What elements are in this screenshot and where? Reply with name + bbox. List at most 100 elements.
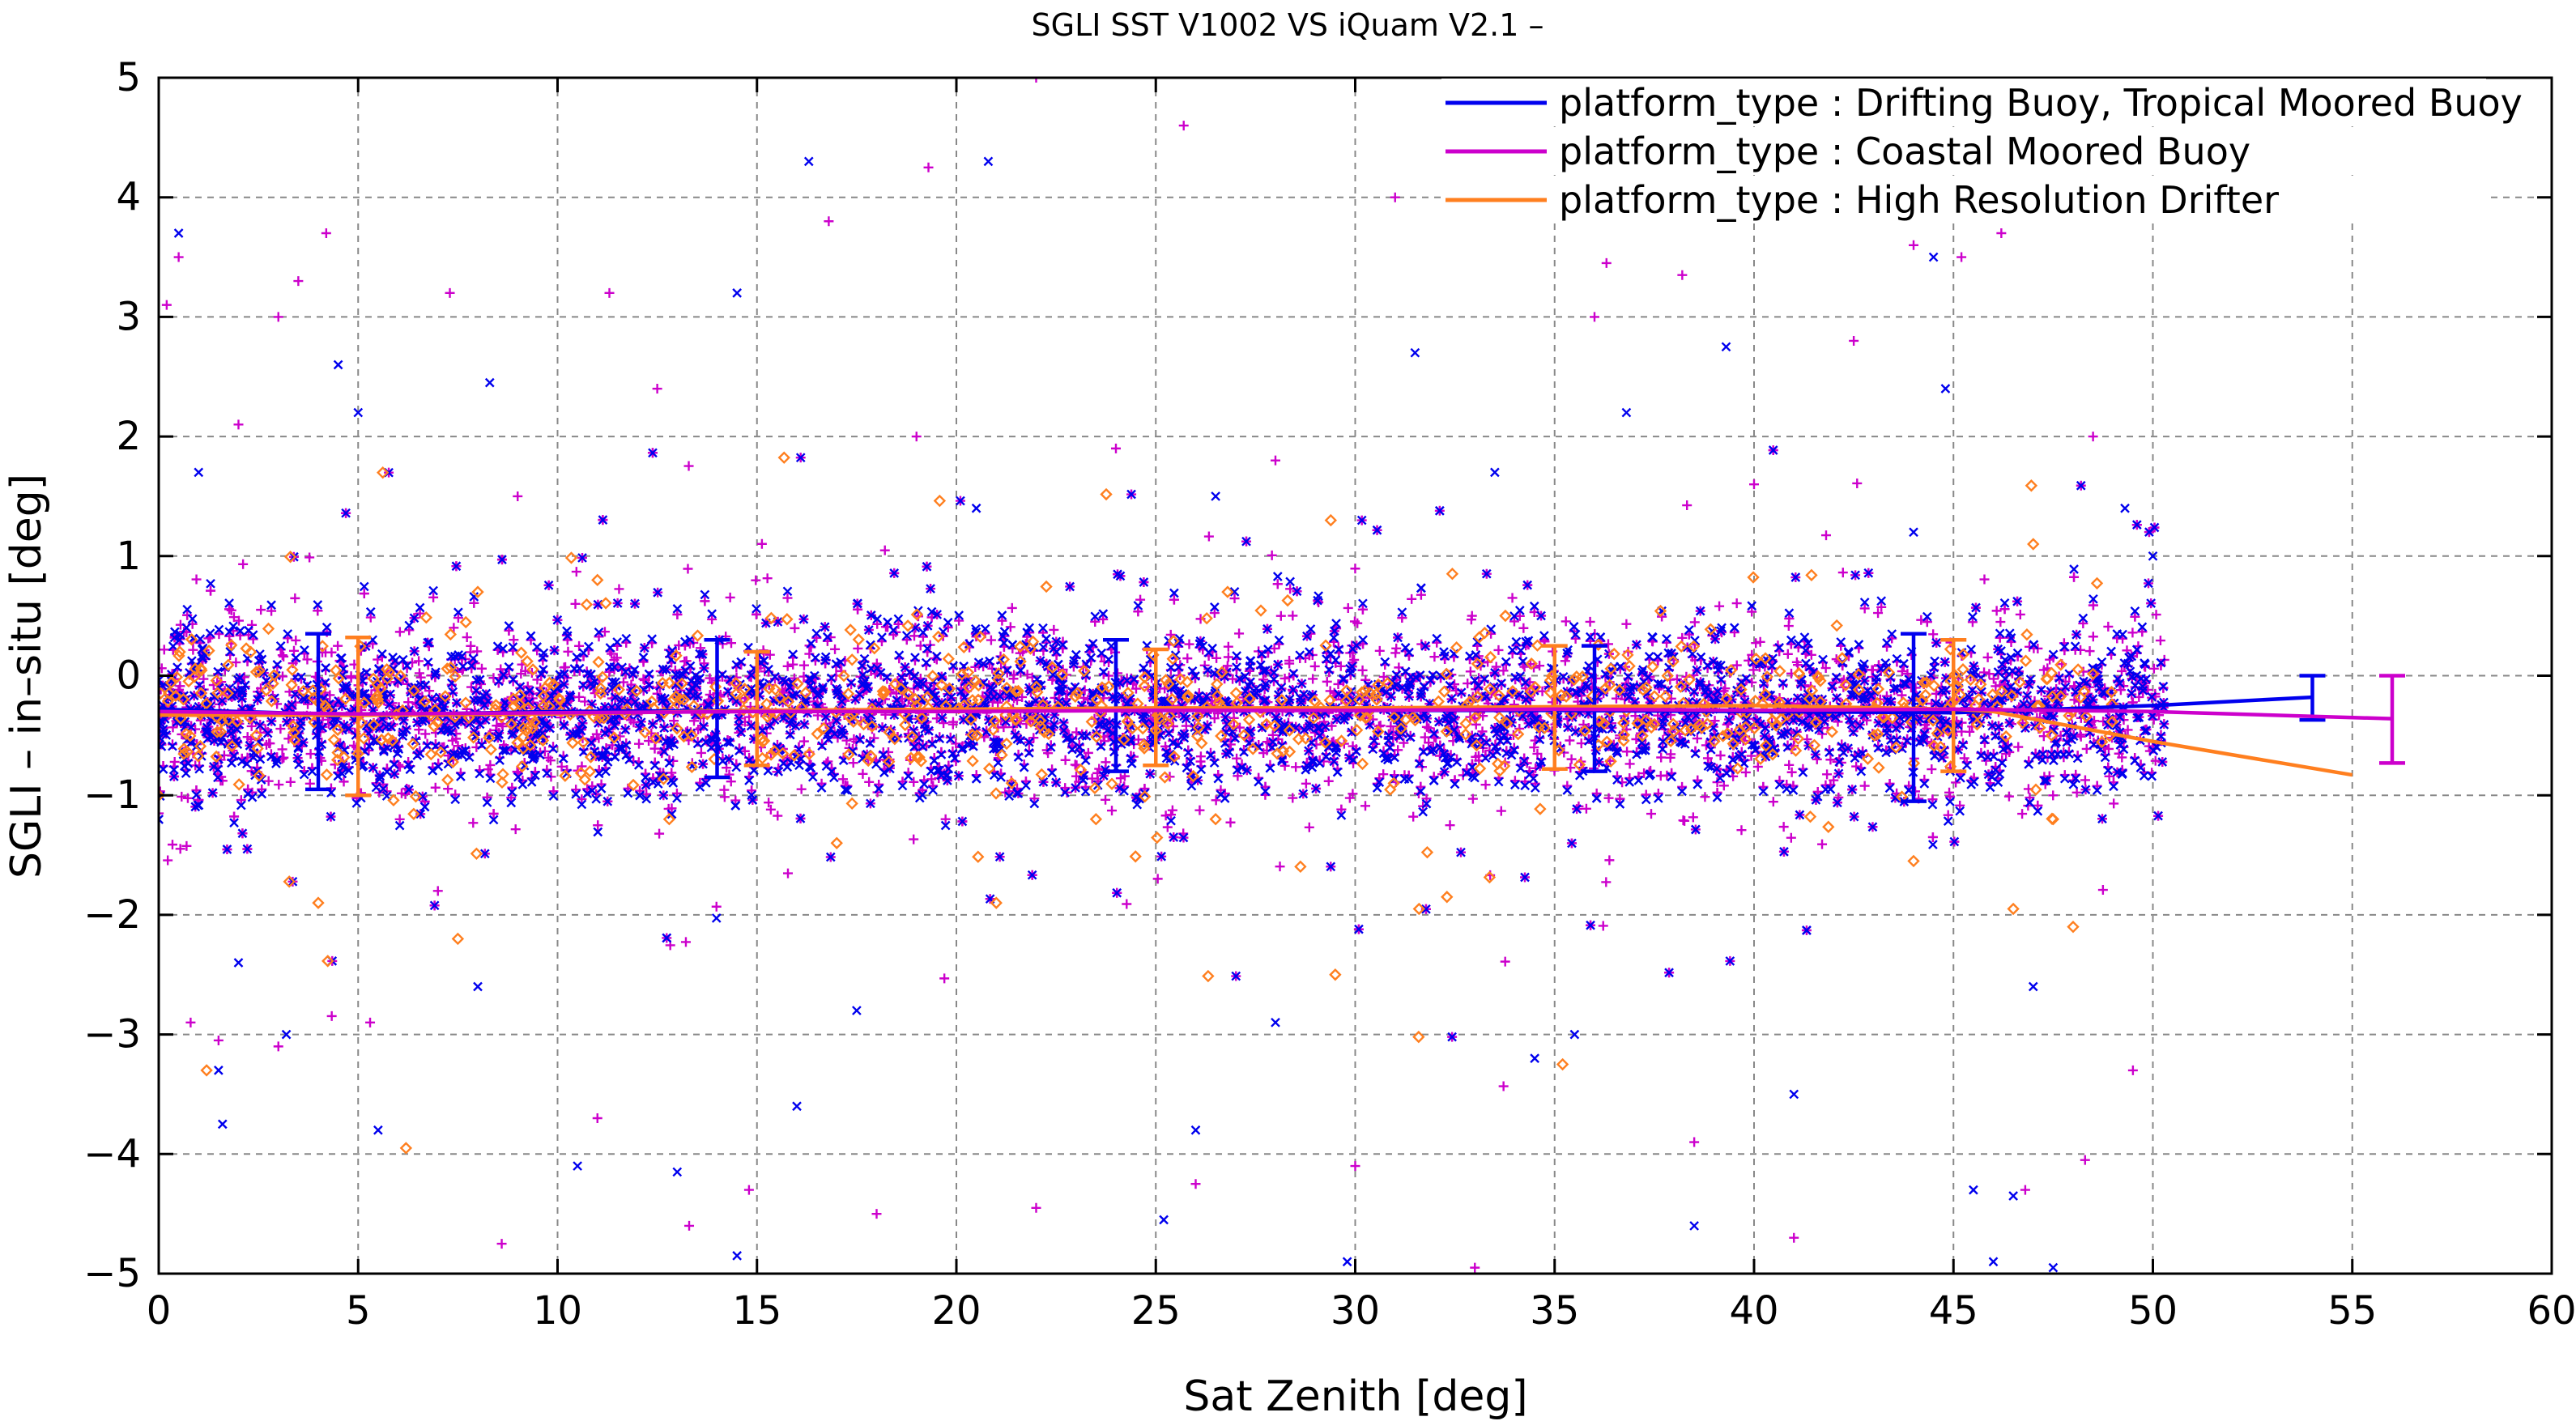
- data-point-plus: [414, 656, 424, 666]
- data-point-plus: [599, 627, 610, 637]
- data-point-plus: [798, 660, 809, 670]
- data-point-plus: [274, 780, 284, 790]
- data-point-plus: [683, 564, 693, 574]
- data-point-plus: [1429, 652, 1440, 662]
- data-point-plus: [333, 640, 343, 651]
- data-point-plus: [1982, 652, 1993, 662]
- data-point-plus: [1467, 793, 1478, 804]
- data-point-plus: [2122, 645, 2132, 656]
- data-point-plus: [420, 729, 431, 739]
- grid-lines: [159, 78, 2552, 1274]
- data-point-plus: [497, 721, 508, 732]
- data-point-plus: [1378, 671, 1389, 682]
- data-point-plus: [926, 774, 937, 785]
- data-point-plus: [1852, 478, 1863, 488]
- data-point-plus: [1122, 899, 1132, 909]
- data-point-plus: [1752, 761, 1763, 772]
- data-point-plus: [1692, 734, 1702, 744]
- data-point-plus: [256, 605, 266, 615]
- data-point-plus: [1049, 624, 1059, 635]
- data-point-plus: [1979, 574, 1990, 585]
- data-point-plus: [1710, 716, 1720, 726]
- data-point-plus: [2076, 731, 2086, 742]
- data-point-plus: [705, 673, 715, 683]
- data-point-plus: [634, 738, 645, 749]
- data-point-plus: [1518, 623, 1529, 633]
- data-point-plus: [2109, 798, 2119, 809]
- data-point-plus: [1269, 643, 1279, 653]
- data-point-plus: [2084, 646, 2095, 657]
- data-point-plus: [1087, 773, 1097, 784]
- data-point-plus: [1335, 661, 1346, 671]
- data-point-plus: [1825, 755, 1836, 765]
- data-point-plus: [509, 635, 519, 645]
- data-point-plus: [2013, 742, 2024, 752]
- data-point-plus: [1115, 773, 1126, 784]
- data-point-plus: [1167, 805, 1177, 815]
- data-point-plus: [1897, 666, 1907, 677]
- data-point-plus: [2081, 743, 2092, 754]
- data-point-plus: [1070, 759, 1080, 770]
- data-point-plus: [1965, 726, 1975, 737]
- data-point-plus: [574, 640, 585, 651]
- data-point-plus: [1194, 805, 1205, 815]
- data-point-plus: [191, 574, 202, 585]
- data-point-plus: [1107, 806, 1118, 816]
- data-point-plus: [1565, 735, 1575, 746]
- data-point-plus: [563, 646, 573, 657]
- data-point-plus: [163, 855, 173, 866]
- data-point-plus: [756, 538, 767, 549]
- data-point-plus: [2038, 665, 2049, 675]
- data-point-plus: [739, 746, 750, 756]
- data-point-plus: [1498, 1081, 1509, 1091]
- data-point-plus: [1203, 531, 1214, 542]
- data-point-plus: [790, 623, 800, 633]
- data-point-plus: [1851, 761, 1862, 772]
- data-point-plus: [1585, 616, 1595, 627]
- data-point-plus: [290, 593, 300, 603]
- data-point-plus: [1101, 794, 1111, 805]
- data-point-plus: [217, 776, 228, 786]
- data-point-plus: [837, 774, 848, 785]
- data-point-plus: [2117, 666, 2127, 676]
- data-point-plus: [594, 733, 604, 743]
- data-point-plus: [181, 840, 192, 851]
- data-point-plus: [1322, 676, 1332, 687]
- data-point-plus: [277, 744, 287, 755]
- data-point-plus: [1859, 781, 1870, 791]
- data-point-plus: [1646, 809, 1656, 819]
- data-point-plus: [277, 650, 287, 661]
- data-point-plus: [2017, 809, 2028, 819]
- data-point-plus: [485, 759, 496, 770]
- data-point-plus: [1360, 801, 1371, 811]
- data-point-plus: [1275, 862, 1285, 872]
- data-point-plus: [1822, 769, 1833, 780]
- data-point-plus: [516, 669, 526, 679]
- data-point-plus: [2148, 663, 2159, 674]
- data-point-plus: [719, 785, 730, 795]
- data-point-plus: [1288, 611, 1298, 621]
- data-point-plus: [177, 791, 187, 802]
- data-point-plus: [1714, 601, 1725, 611]
- data-point-plus: [288, 645, 299, 656]
- data-point-plus: [1232, 753, 1242, 764]
- data-point-plus: [1718, 781, 1729, 791]
- data-point-plus: [1467, 611, 1477, 621]
- data-point-plus: [2048, 790, 2059, 801]
- data-point-plus: [1184, 639, 1194, 649]
- data-point-plus: [275, 724, 286, 734]
- data-point-plus: [1817, 839, 1828, 849]
- data-point-plus: [1234, 628, 1245, 639]
- data-point-plus: [1498, 666, 1509, 676]
- data-point-plus: [326, 1010, 337, 1021]
- data-point-plus: [462, 632, 472, 643]
- data-point-plus: [1386, 721, 1396, 732]
- data-point-plus: [570, 598, 581, 609]
- data-point-plus: [1768, 797, 1778, 807]
- data-point-plus: [468, 818, 479, 828]
- data-point-plus: [1195, 751, 1206, 762]
- data-point-plus: [1731, 660, 1742, 670]
- data-point-plus: [483, 764, 493, 775]
- data-point-plus: [2104, 771, 2114, 781]
- data-point-plus: [1532, 748, 1543, 759]
